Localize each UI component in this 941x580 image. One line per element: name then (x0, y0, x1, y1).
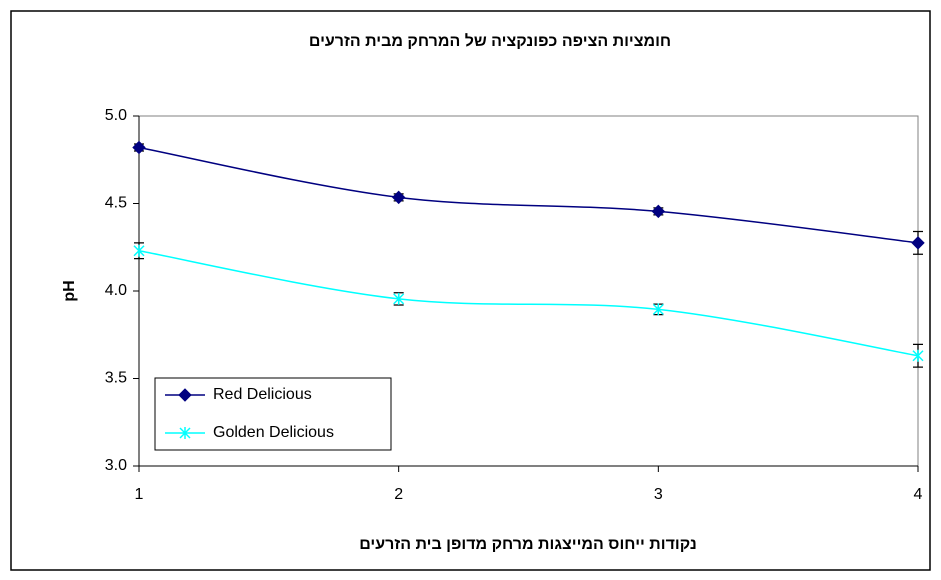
data-point (391, 190, 406, 205)
data-point (911, 236, 925, 250)
legend-label: Red Delicious (213, 386, 312, 403)
y-axis-title: pH (61, 280, 78, 301)
data-point (912, 349, 924, 362)
x-tick-label: 1 (135, 486, 144, 503)
data-point (393, 292, 405, 305)
series-line (138, 146, 919, 244)
y-tick-label: 4.0 (105, 282, 127, 299)
legend-label: Golden Delicious (213, 424, 334, 441)
y-tick-label: 3.0 (105, 457, 127, 474)
x-tick-label: 4 (914, 486, 923, 503)
chart-title: חומציות הציפה כפונקציה של המרחק מבית הזר… (309, 32, 671, 50)
y-tick-label: 3.5 (105, 370, 127, 387)
data-point (132, 140, 146, 155)
series-line (138, 250, 919, 357)
x-tick-label: 3 (654, 486, 663, 503)
legend-marker (178, 388, 192, 402)
legend-box (154, 377, 392, 451)
x-axis-title: נקודות ייחוס המייצגות מרחק מדופן בית הזר… (359, 536, 697, 553)
legend-marker (179, 427, 191, 439)
data-point (651, 204, 666, 219)
x-tick-label: 2 (394, 486, 403, 503)
data-point (652, 303, 664, 316)
data-point (133, 244, 145, 257)
y-tick-label: 4.5 (105, 195, 127, 212)
y-tick-label: 5.0 (105, 107, 127, 124)
